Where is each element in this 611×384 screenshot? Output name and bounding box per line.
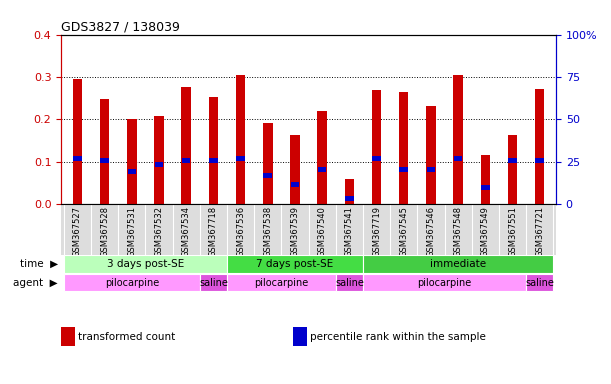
Text: agent  ▶: agent ▶	[13, 278, 58, 288]
Text: GSM367534: GSM367534	[181, 206, 191, 257]
Bar	[454, 156, 463, 161]
Text: GSM367549: GSM367549	[481, 206, 490, 257]
Bar	[363, 255, 554, 273]
Text: GSM367532: GSM367532	[155, 206, 164, 257]
Text: pilocarpine: pilocarpine	[417, 278, 472, 288]
Text: GSM367527: GSM367527	[73, 206, 82, 257]
Bar	[181, 87, 191, 204]
Text: GSM367548: GSM367548	[453, 206, 463, 257]
Bar	[64, 273, 200, 291]
Bar	[73, 79, 82, 204]
Bar	[128, 169, 136, 174]
Bar	[371, 89, 381, 204]
Bar	[372, 156, 381, 161]
Bar	[73, 156, 82, 161]
Bar	[209, 158, 218, 163]
Bar	[336, 273, 363, 291]
Bar	[400, 167, 408, 172]
Text: pilocarpine: pilocarpine	[254, 278, 309, 288]
Bar	[508, 158, 517, 163]
Text: GSM367528: GSM367528	[100, 206, 109, 257]
Text: GSM367545: GSM367545	[399, 206, 408, 257]
Bar	[227, 273, 336, 291]
Bar	[318, 167, 326, 172]
Bar	[535, 158, 544, 163]
Text: saline: saline	[525, 278, 554, 288]
Bar	[236, 75, 246, 204]
Bar	[263, 172, 272, 177]
Bar	[100, 99, 109, 204]
Text: GSM367546: GSM367546	[426, 206, 436, 257]
Bar	[480, 155, 490, 204]
Bar	[345, 179, 354, 204]
Bar	[154, 116, 164, 204]
Text: 7 days post-SE: 7 days post-SE	[257, 259, 334, 269]
Text: 3 days post-SE: 3 days post-SE	[107, 259, 184, 269]
Bar	[236, 156, 245, 161]
Text: pilocarpine: pilocarpine	[104, 278, 159, 288]
Bar	[100, 158, 109, 163]
Text: GSM367531: GSM367531	[127, 206, 136, 257]
Bar	[363, 273, 526, 291]
Text: GSM367541: GSM367541	[345, 206, 354, 257]
Bar	[508, 135, 518, 204]
Bar	[481, 185, 489, 190]
Text: time  ▶: time ▶	[20, 259, 58, 269]
Bar	[426, 167, 435, 172]
Text: GSM367539: GSM367539	[290, 206, 299, 257]
Bar	[535, 89, 544, 204]
Bar	[399, 92, 409, 204]
Bar	[227, 255, 363, 273]
Bar	[291, 182, 299, 187]
Bar	[64, 255, 227, 273]
Bar	[345, 196, 354, 201]
Bar	[317, 111, 327, 204]
Text: GSM367551: GSM367551	[508, 206, 517, 257]
Bar	[263, 123, 273, 204]
Bar	[200, 273, 227, 291]
Text: transformed count: transformed count	[78, 332, 175, 342]
Text: GSM367719: GSM367719	[372, 206, 381, 257]
Bar	[182, 158, 191, 163]
Bar	[208, 97, 218, 204]
Bar	[290, 135, 300, 204]
Bar	[426, 106, 436, 204]
Text: GSM367721: GSM367721	[535, 206, 544, 257]
Text: GSM367536: GSM367536	[236, 206, 245, 258]
Text: GSM367718: GSM367718	[209, 206, 218, 258]
Text: GDS3827 / 138039: GDS3827 / 138039	[61, 20, 180, 33]
Text: saline: saline	[199, 278, 228, 288]
Bar	[526, 273, 554, 291]
Text: immediate: immediate	[430, 259, 486, 269]
Text: saline: saline	[335, 278, 364, 288]
Text: percentile rank within the sample: percentile rank within the sample	[310, 332, 486, 342]
Text: GSM367538: GSM367538	[263, 206, 273, 258]
Bar	[453, 75, 463, 204]
Bar	[155, 162, 163, 167]
Bar	[127, 119, 137, 204]
Text: GSM367540: GSM367540	[318, 206, 327, 257]
